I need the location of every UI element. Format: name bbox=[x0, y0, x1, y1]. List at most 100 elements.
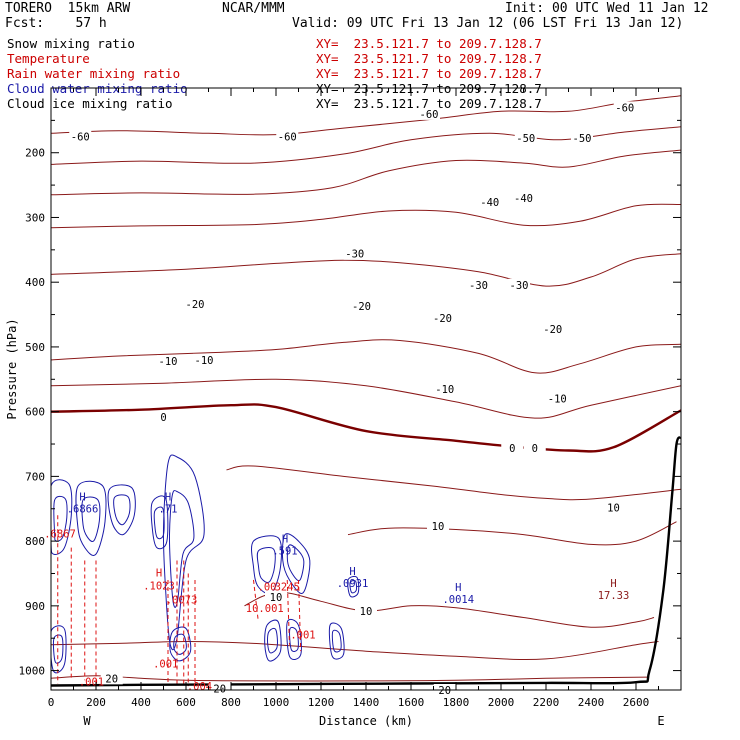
field-xy-snow: XY= 23.5.121.7 to 209.7.128.7 bbox=[316, 36, 542, 51]
x-tick-label: 400 bbox=[131, 696, 151, 709]
isotherm-label: -20 bbox=[433, 313, 452, 325]
cloud-water-max-marker: H bbox=[455, 582, 461, 594]
isotherm-label-bg bbox=[501, 441, 524, 454]
isotherm-label: 0 bbox=[509, 443, 515, 455]
cloud-water-contour bbox=[168, 490, 195, 608]
isotherm-label-bg bbox=[193, 353, 215, 366]
isotherm-label: -50 bbox=[573, 133, 592, 145]
rain-water-streaks bbox=[57, 515, 302, 687]
isotherm-label: -10 bbox=[195, 355, 214, 367]
isotherm-label: 20 bbox=[438, 685, 451, 697]
cloud-water-contour bbox=[113, 494, 131, 526]
x-tick-label: 800 bbox=[221, 696, 241, 709]
isotherm-label: -60 bbox=[278, 132, 297, 144]
cloud-water-contour bbox=[52, 634, 64, 664]
isotherm-line bbox=[51, 640, 659, 661]
cloud-water-max-marker: H bbox=[165, 492, 171, 504]
field-name-rain: Rain water mixing ratio bbox=[7, 66, 181, 81]
isotherm-label-bg bbox=[265, 590, 287, 603]
cloud-water-contour bbox=[53, 495, 68, 542]
rain-value-label: .001 bbox=[290, 629, 315, 641]
isotherm-line bbox=[51, 403, 681, 453]
isotherm-label: -20 bbox=[186, 299, 205, 311]
y-tick-label: 500 bbox=[25, 341, 45, 354]
isotherm-line bbox=[226, 465, 681, 501]
temperature-isotherms bbox=[51, 95, 681, 682]
field-name-cloud-ice: Cloud ice mixing ratio bbox=[7, 96, 173, 111]
x-tick-label: 2400 bbox=[578, 696, 605, 709]
isotherm-label: -60 bbox=[71, 132, 90, 144]
rain-streak bbox=[298, 579, 302, 652]
y-tick-label: 900 bbox=[25, 600, 45, 613]
cloud-water-max-value: .0014 bbox=[442, 594, 474, 606]
isotherm-label-bg bbox=[546, 392, 569, 405]
isotherm-label-bg bbox=[613, 101, 636, 114]
isotherm-label: 20 bbox=[105, 673, 118, 685]
rain-value-label: .001 bbox=[79, 677, 104, 689]
isotherm-line bbox=[347, 521, 677, 546]
cloud-water-contour bbox=[264, 619, 282, 662]
rain-streak bbox=[286, 579, 290, 645]
rain-value-label: 10.001 bbox=[246, 603, 284, 615]
rain-value-label: 3245 bbox=[275, 581, 300, 593]
cloud-water-contour bbox=[349, 580, 358, 594]
isotherm-label: -30 bbox=[510, 280, 529, 292]
cloud-water-max-marker: H bbox=[79, 492, 85, 504]
isotherm-label-bg bbox=[100, 672, 123, 685]
cloud-water-contour bbox=[107, 484, 136, 536]
model-title: TORERO 15km ARW bbox=[5, 1, 131, 16]
isotherm-line bbox=[51, 203, 681, 229]
x-tick-label: 1400 bbox=[353, 696, 380, 709]
isotherm-label: -40 bbox=[514, 193, 533, 205]
cloud-water-contour bbox=[286, 618, 302, 660]
isotherm-label: 0 bbox=[532, 443, 538, 455]
field-name-snow: Snow mixing ratio bbox=[7, 36, 135, 51]
isotherm-label: -30 bbox=[345, 249, 364, 261]
cloud-water-contour bbox=[169, 626, 192, 662]
isotherm-label-bg bbox=[523, 441, 546, 454]
cloud-water-contour bbox=[81, 496, 101, 543]
field-xy-rain: XY= 23.5.121.7 to 209.7.128.7 bbox=[316, 66, 542, 81]
x-tick-label: 2000 bbox=[488, 696, 515, 709]
field-xy-temperature: XY= 23.5.121.7 to 209.7.128.7 bbox=[316, 51, 542, 66]
isotherm-label-bg bbox=[541, 322, 564, 335]
y-tick-label: 800 bbox=[25, 535, 45, 548]
rain-max-value: .0073 bbox=[166, 595, 198, 607]
isotherm-label-bg bbox=[355, 605, 377, 618]
isotherm-label-bg bbox=[571, 131, 593, 144]
isotherm-label-bg bbox=[512, 192, 535, 205]
x-tick-label: 0 bbox=[48, 696, 55, 709]
rain-value-label: .001 bbox=[153, 658, 178, 670]
cloud-water-max-marker: H bbox=[349, 566, 355, 578]
x-tick-label: 2600 bbox=[623, 696, 650, 709]
isotherm-label: -60 bbox=[615, 102, 634, 114]
y-tick-label: 300 bbox=[25, 211, 45, 224]
cloud-water-max-marker: H bbox=[282, 534, 288, 546]
cloud-water-max-value: .591 bbox=[272, 546, 297, 558]
cloud-water-contour bbox=[162, 454, 205, 651]
temperature-max-marker: H bbox=[610, 578, 616, 590]
isotherm-line bbox=[51, 126, 681, 165]
x-axis-title: Distance (km) bbox=[319, 714, 413, 728]
isotherm-line bbox=[51, 378, 681, 419]
axes: 0 200 400 600 800 1000 1200 1400 1600 1800 2000 220… bbox=[5, 87, 682, 728]
isotherm-label-bg bbox=[184, 298, 206, 311]
x-tick-label: 200 bbox=[86, 696, 106, 709]
isotherm-label: -30 bbox=[469, 280, 488, 292]
isotherm-label-bg bbox=[208, 682, 231, 695]
x-axis-east-label: E bbox=[657, 714, 664, 728]
terrain-profile bbox=[51, 436, 681, 687]
isotherm-label: -40 bbox=[480, 197, 499, 209]
cloud-water-contour bbox=[347, 575, 360, 598]
isotherm-line bbox=[51, 675, 648, 682]
isotherm-label-bg bbox=[478, 195, 501, 208]
y-tick-label: 400 bbox=[25, 276, 45, 289]
rain-max-value: .1023 bbox=[143, 580, 175, 592]
isotherm-line bbox=[51, 339, 681, 374]
isotherm-label: 10 bbox=[360, 606, 373, 618]
isotherm-label-bg bbox=[418, 107, 440, 120]
isotherm-line bbox=[51, 149, 681, 196]
isotherm-label-bg bbox=[152, 410, 175, 423]
contour-labels: -60 -60 -60 -60 -50 -50 -40 -40 -30 -30 -30 -20 -20 -… bbox=[44, 101, 636, 697]
x-tick-label: 1000 bbox=[263, 696, 290, 709]
